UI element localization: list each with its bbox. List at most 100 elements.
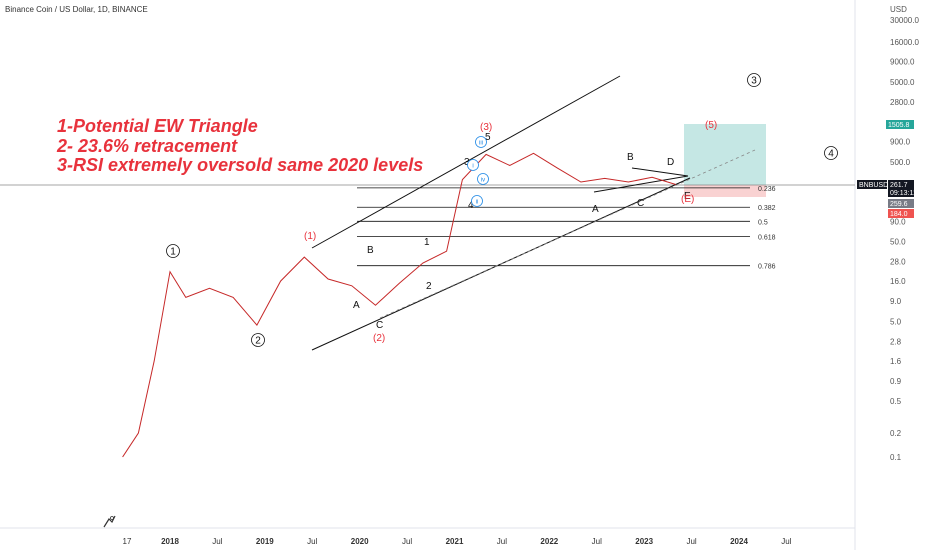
- svg-text:1: 1: [170, 247, 176, 258]
- price-tag-label: 259.6: [890, 201, 908, 208]
- fib-level-label: 0.618: [758, 235, 776, 242]
- currency-label: USD: [890, 5, 907, 14]
- price-tag-bg: [886, 120, 914, 129]
- price-tick-label: 5000.0: [890, 78, 915, 87]
- price-tick-label: 9.0: [890, 297, 902, 306]
- price-tick-label: 2.8: [890, 338, 902, 347]
- price-tag-label: 09:13:11: [890, 190, 917, 197]
- time-tick-label: 2020: [351, 537, 369, 546]
- price-tick-label: 900.0: [890, 138, 911, 147]
- wave-label-c-2022: C: [637, 198, 644, 209]
- time-tick-label: Jul: [497, 537, 507, 546]
- price-tag-bg: [888, 180, 914, 189]
- wave-label-d-2023: D: [667, 157, 674, 168]
- wave-label-3: 3: [464, 157, 470, 168]
- wave-label-b-2022: B: [627, 152, 634, 163]
- price-tag-label: 184.0: [890, 211, 908, 218]
- price-tag-label: 1505.8: [888, 122, 910, 129]
- svg-text:3: 3: [751, 76, 757, 87]
- fib-level-label: 0.5: [758, 219, 768, 226]
- channel-upper-line: [311, 75, 621, 249]
- price-tag-label: 261.7: [890, 182, 908, 189]
- fib-level-label: 0.786: [758, 264, 776, 271]
- price-tick-label: 500.0: [890, 158, 911, 167]
- price-tag-bg: [857, 180, 887, 189]
- fibonacci-levels: 0.236 0.382 0.5 0.618 0.786: [357, 186, 776, 271]
- wave-label-2: 2: [426, 281, 432, 292]
- price-tick-label: 5.0: [890, 317, 902, 326]
- time-tick-label: 17: [123, 537, 132, 546]
- price-tick-label: 28.0: [890, 258, 906, 267]
- price-tag-label: BNBUSD: [859, 182, 888, 189]
- price-tag-bg: [888, 199, 914, 208]
- triangle-lower-line: [593, 175, 689, 193]
- circled-wave-2: 2: [251, 333, 265, 347]
- time-tick-label: 2019: [256, 537, 274, 546]
- time-tick-label: Jul: [212, 537, 222, 546]
- note-line-3: 3-RSI extremely oversold same 2020 level…: [57, 155, 423, 175]
- price-tick-label: 0.5: [890, 397, 902, 406]
- price-tick-label: 9000.0: [890, 58, 915, 67]
- wave-label-red-1: (1): [304, 231, 316, 242]
- price-tick-label: 0.1: [890, 453, 902, 462]
- svg-text:ii: ii: [476, 200, 479, 206]
- price-tick-label: 1.6: [890, 357, 902, 366]
- wave-label-c-2020: C: [376, 320, 383, 331]
- price-tick-label: 2800.0: [890, 98, 915, 107]
- time-tick-label: Jul: [686, 537, 696, 546]
- time-tick-label: Jul: [781, 537, 791, 546]
- time-tick-label: 2023: [635, 537, 653, 546]
- roman-wave-iv: iv: [477, 173, 489, 185]
- note-line-1: 1-Potential EW Triangle: [57, 116, 258, 136]
- time-axis[interactable]: 17 2018 Jul 2019 Jul 2020 Jul 2021 Jul 2022 Jul 202…: [123, 537, 792, 546]
- wave-label-a-2020: A: [353, 300, 360, 311]
- price-tags: 1505.8 BNBUSD 261.709:13:11 259.6 184.0: [857, 120, 917, 218]
- svg-text:iv: iv: [481, 178, 485, 184]
- time-tick-label: 2022: [540, 537, 558, 546]
- price-tick-label: 0.9: [890, 377, 902, 386]
- roman-wave-i: i: [467, 159, 479, 171]
- svg-text:iii: iii: [479, 141, 483, 147]
- roman-wave-ii: ii: [471, 195, 483, 207]
- circled-wave-1: 1: [166, 244, 180, 258]
- price-tag-bg: [888, 209, 914, 218]
- wave-label-red-2: (2): [373, 333, 385, 344]
- time-tick-label: Jul: [307, 537, 317, 546]
- stop-zone-box: [684, 185, 766, 197]
- price-tag-bg: [888, 188, 914, 197]
- circled-wave-3: 3: [747, 73, 761, 87]
- triangle-upper-line: [631, 167, 689, 177]
- wave-label-4: 4: [468, 200, 474, 211]
- fib-level-label: 0.236: [758, 186, 776, 193]
- time-tick-label: Jul: [592, 537, 602, 546]
- price-tick-label: 30000.0: [890, 16, 919, 25]
- roman-wave-iii: iii: [475, 136, 487, 148]
- svg-text:2: 2: [255, 336, 261, 347]
- price-axis[interactable]: 30000.0 16000.0 9000.0 5000.0 2800.0 900.0 500…: [890, 16, 919, 462]
- price-tick-label: 16000.0: [890, 38, 919, 47]
- note-line-2: 2- 23.6% retracement: [56, 136, 238, 156]
- wave-label-b-2020: B: [367, 245, 374, 256]
- wave-label-red-e: (E): [681, 194, 694, 205]
- projection-dashed-line: [379, 149, 756, 319]
- fib-level-label: 0.382: [758, 205, 776, 212]
- wave-label-red-5: (5): [705, 120, 717, 131]
- svg-text:i: i: [472, 164, 473, 170]
- price-tick-label: 16.0: [890, 277, 906, 286]
- target-zone-box: [684, 124, 766, 185]
- chart-title: Binance Coin / US Dollar, 1D, BINANCE: [5, 5, 148, 14]
- price-tick-label: 90.0: [890, 217, 906, 226]
- circled-wave-4: 4: [824, 146, 838, 160]
- wave-label-red-3: (3): [480, 122, 492, 133]
- price-line: [122, 152, 676, 458]
- time-tick-label: Jul: [402, 537, 412, 546]
- time-tick-label: 2024: [730, 537, 748, 546]
- wave-label-1: 1: [424, 237, 430, 248]
- svg-text:4: 4: [828, 149, 834, 160]
- time-tick-label: 2021: [446, 537, 464, 546]
- tradingview-logo-icon: [103, 515, 116, 528]
- wave-label-a-2022: A: [592, 204, 599, 215]
- wave-label-5: 5: [485, 132, 491, 143]
- price-tick-label: 50.0: [890, 238, 906, 247]
